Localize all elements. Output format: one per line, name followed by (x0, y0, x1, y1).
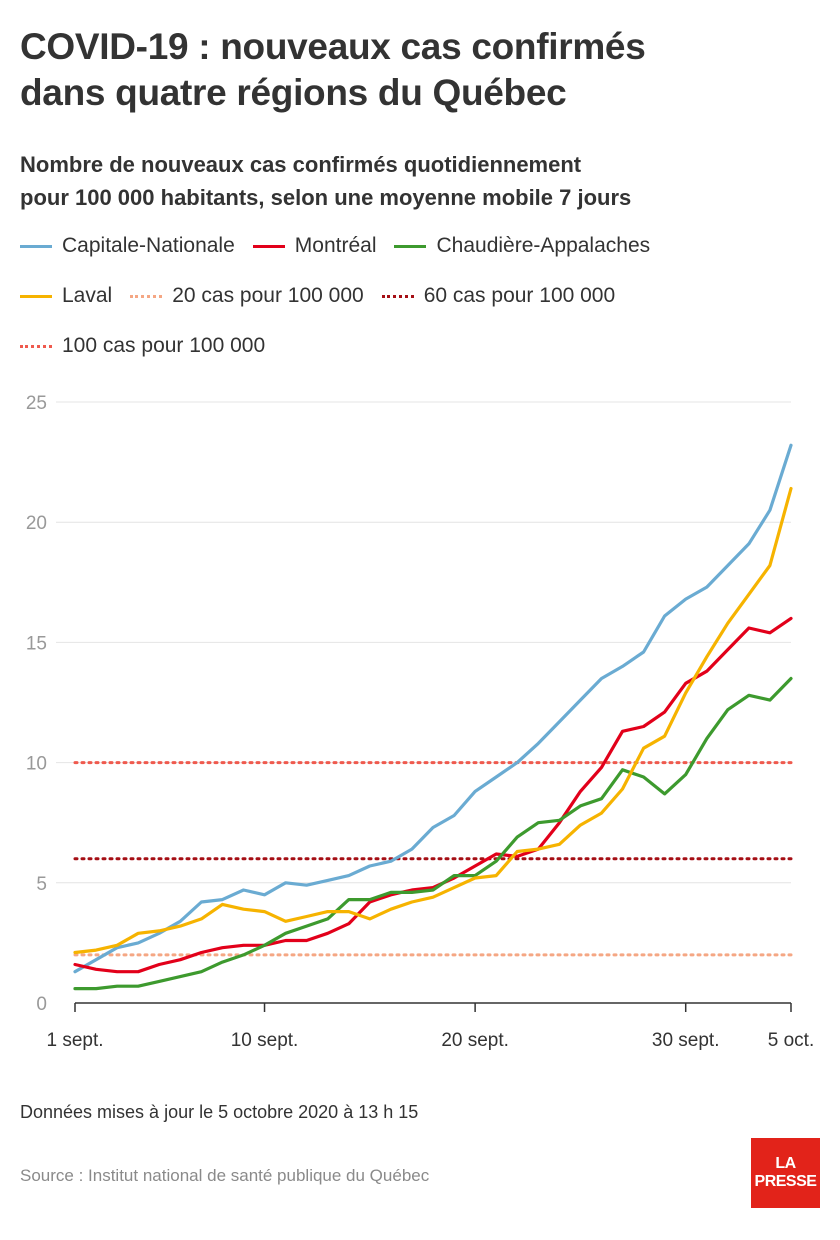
y-tick-label-15: 15 (26, 633, 47, 654)
chart-title: COVID-19 : nouveaux cas confirmés dans q… (20, 24, 820, 116)
legend-swatch-ref-20 (130, 294, 163, 298)
chart-subtitle-line-1: Nombre de nouveaux cas confirmés quotidi… (20, 152, 582, 177)
legend-item-chaudiere-appalaches: Chaudière-Appalaches (394, 234, 650, 258)
legend-label-laval: Laval (62, 284, 113, 307)
legend-label-capitale-nationale: Capitale-Nationale (62, 234, 235, 257)
la-presse-logo: LA PRESSE (751, 1138, 820, 1208)
line-chart: 0 5 10 15 20 25 1 sept. 10 sept. 20 sept. 30 sept… (26, 393, 814, 1051)
logo-line-2: PRESSE (754, 1173, 817, 1190)
x-tick-label-35: 5 oct. (768, 1030, 814, 1051)
legend-swatch-ref-100 (20, 344, 52, 348)
legend-item-ref-20: 20 cas pour 100 000 (130, 284, 364, 308)
update-note: Données mises à jour le 5 octobre 2020 à… (20, 1102, 419, 1122)
logo-line-1: LA (775, 1155, 796, 1172)
legend-item-laval: Laval (20, 284, 112, 308)
legend-swatch-montreal (252, 244, 285, 248)
legend-swatch-capitale-nationale (20, 244, 52, 248)
source-note: Source : Institut national de santé publ… (20, 1166, 430, 1185)
legend-item-ref-60: 60 cas pour 100 000 (381, 284, 616, 308)
chart-subtitle-line-2: pour 100 000 habitants, selon une moyenn… (20, 185, 632, 210)
y-tick-label-5: 5 (36, 874, 47, 895)
legend-swatch-ref-60 (381, 294, 414, 298)
series-line-laval (73, 486, 793, 955)
y-tick-label-0: 0 (36, 994, 47, 1015)
chart-subtitle: Nombre de nouveaux cas confirmés quotidi… (20, 148, 820, 214)
legend-item-capitale-nationale: Capitale-Nationale (20, 234, 235, 258)
legend-label-ref-60: 60 cas pour 100 000 (423, 284, 616, 307)
y-tick-label-10: 10 (26, 754, 47, 775)
legend-swatch-chaudiere-appalaches (394, 244, 427, 248)
legend-label-ref-20: 20 cas pour 100 000 (172, 284, 364, 307)
series-line-montreal (73, 616, 793, 974)
chart-title-line-1: COVID-19 : nouveaux cas confirmés (20, 26, 646, 67)
legend-label-ref-100: 100 cas pour 100 000 (62, 334, 266, 357)
legend-row-1: Capitale-Nationale Montréal Chaudière-Ap… (20, 234, 820, 258)
legend-label-chaudiere-appalaches: Chaudière-Appalaches (436, 234, 651, 257)
y-tick-label-20: 20 (26, 513, 47, 534)
chart-title-line-2: dans quatre régions du Québec (20, 72, 567, 113)
series-line-chaudiere (73, 676, 793, 991)
legend-swatch-laval (20, 294, 52, 298)
series-line-capitale (73, 443, 793, 974)
legend-item-ref-100: 100 cas pour 100 000 (20, 334, 265, 358)
legend-row-3: 100 cas pour 100 000 (20, 334, 820, 358)
x-tick-label-1: 1 sept. (46, 1030, 103, 1051)
chart-legend: Capitale-Nationale Montréal Chaudière-Ap… (20, 234, 820, 384)
legend-row-2: Laval 20 cas pour 100 000 60 cas pour 10… (20, 284, 820, 308)
y-tick-label-25: 25 (26, 393, 47, 414)
x-tick-label-30: 30 sept. (652, 1030, 720, 1051)
legend-label-montreal: Montréal (294, 234, 377, 257)
legend-item-montreal: Montréal (252, 234, 377, 258)
x-tick-label-20: 20 sept. (441, 1030, 509, 1051)
x-tick-label-10: 10 sept. (231, 1030, 299, 1051)
